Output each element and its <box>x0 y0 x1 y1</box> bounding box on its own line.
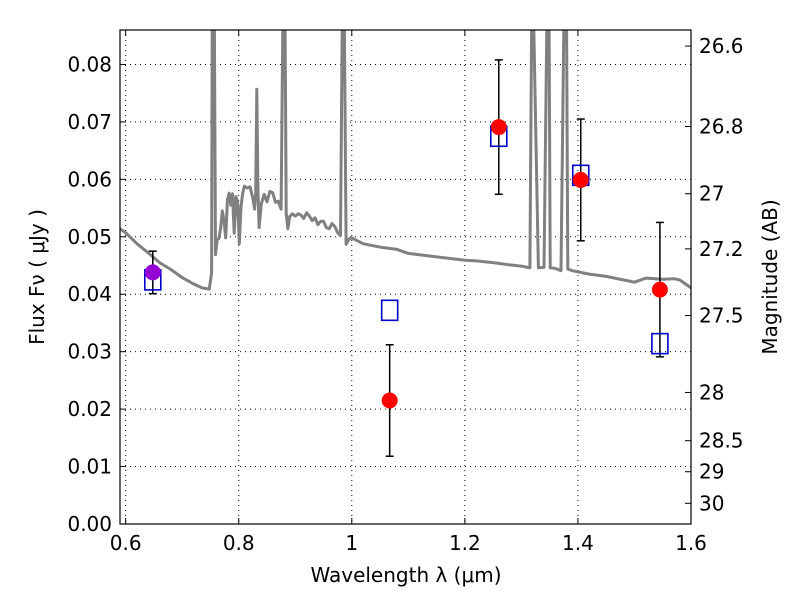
y-tick-label: 0.02 <box>67 397 112 421</box>
y2-tick-label: 27 <box>699 182 724 206</box>
model-spectrum-line <box>120 30 691 291</box>
y2-tick-label: 28.5 <box>699 429 744 453</box>
observed-flux-point <box>381 392 398 409</box>
y-tick-label: 0.05 <box>67 225 112 249</box>
observed-flux-point <box>651 281 668 298</box>
x-tick-label: 1.6 <box>675 531 707 555</box>
x-axis-label: Wavelength λ (μm) <box>310 563 501 587</box>
y-tick-label: 0.03 <box>67 340 112 364</box>
y-tick-label: 0.04 <box>67 282 112 306</box>
y-tick-label: 0.06 <box>67 167 112 191</box>
model-photometry-point <box>651 332 669 355</box>
model-photometry-point <box>380 299 399 322</box>
x-tick-label: 1.4 <box>562 531 594 555</box>
y-axis-label: Flux Fν ( μJy ) <box>25 209 49 345</box>
y2-tick-label: 30 <box>699 491 724 515</box>
observed-flux-point <box>144 264 161 281</box>
x-tick-label: 0.6 <box>110 531 142 555</box>
observed-flux-point <box>490 119 507 136</box>
y-tick-label: 0.01 <box>67 455 112 479</box>
observed-flux-point <box>572 171 589 188</box>
y2-tick-label: 28 <box>699 380 724 404</box>
y2-tick-label: 27.2 <box>699 237 744 261</box>
plot-frame <box>119 29 692 525</box>
y2-axis-label: Magnitude (AB) <box>758 199 782 354</box>
y2-tick-label: 26.8 <box>699 115 744 139</box>
y2-tick-label: 27.5 <box>699 303 744 327</box>
y-tick-label: 0.07 <box>67 110 112 134</box>
axes: 0.6 0.8 1 1.2 1.4 1.6 0.00 0.01 0.02 0.03 0.04 0.05… <box>67 30 744 555</box>
y-tick-label: 0.08 <box>67 52 112 76</box>
plot-area <box>120 30 691 457</box>
x-tick-label: 0.8 <box>223 531 255 555</box>
y2-tick-label: 29 <box>699 460 724 484</box>
y-tick-label: 0.00 <box>67 512 112 536</box>
x-tick-label: 1.2 <box>449 531 481 555</box>
y2-tick-label: 26.6 <box>699 34 744 58</box>
x-tick-label: 1 <box>345 531 358 555</box>
